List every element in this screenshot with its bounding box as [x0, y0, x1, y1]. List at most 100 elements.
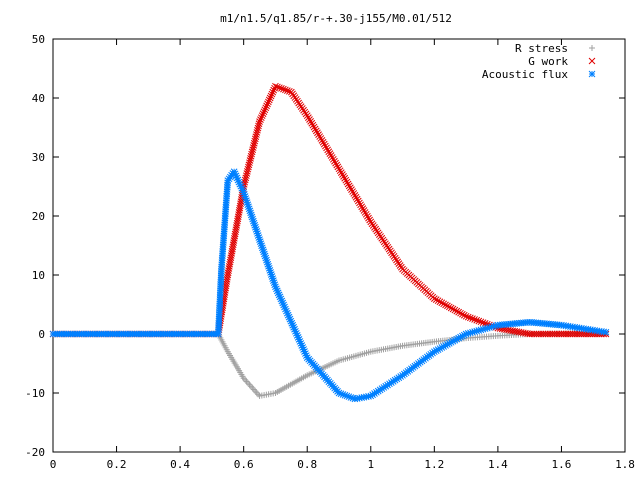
data-point — [442, 301, 449, 309]
y-tick-label: 0 — [38, 328, 45, 341]
data-point — [309, 121, 317, 129]
x-tick-label: 1.4 — [488, 458, 508, 471]
data-point — [322, 142, 329, 150]
data-point — [265, 98, 272, 106]
data-point — [464, 313, 472, 321]
legend-label: G work — [528, 55, 568, 68]
data-point — [312, 127, 320, 135]
data-point — [345, 182, 353, 190]
data-point — [244, 165, 252, 173]
x-axis: 0 0.2 0.4 0.6 0.8 1 1.2 1.4 1.6 1.8 — [50, 39, 635, 471]
data-point — [249, 144, 257, 151]
y-tick-label: -10 — [25, 387, 45, 400]
series-g-work — [49, 82, 610, 338]
data-point — [247, 155, 254, 162]
data-point — [344, 180, 352, 188]
y-tick-label: 50 — [32, 33, 45, 46]
data-point — [353, 195, 361, 203]
data-point — [354, 197, 362, 205]
data-point — [359, 205, 367, 212]
data-point — [257, 116, 264, 123]
data-point — [263, 102, 270, 110]
x-tick-label: 1.8 — [615, 458, 635, 471]
data-point — [323, 144, 330, 152]
data-point — [473, 316, 481, 324]
data-point — [244, 168, 251, 175]
data-point — [340, 173, 347, 180]
data-point — [341, 174, 349, 182]
data-point — [436, 298, 444, 306]
data-point — [276, 84, 283, 92]
data-point — [440, 300, 448, 308]
y-tick-label: 30 — [32, 151, 45, 164]
data-point — [331, 157, 338, 165]
data-point — [248, 148, 256, 156]
data-point — [320, 140, 328, 148]
data-point — [247, 152, 255, 160]
data-point — [460, 311, 468, 319]
data-point — [255, 120, 263, 128]
data-point — [316, 133, 324, 140]
series-r-stress — [50, 330, 609, 399]
data-point — [308, 119, 316, 127]
data-point — [447, 304, 455, 312]
legend-label: Acoustic flux — [482, 68, 568, 81]
data-point — [471, 316, 478, 323]
data-point — [469, 315, 476, 323]
data-point — [333, 161, 341, 169]
series-layer — [49, 82, 610, 403]
data-point — [453, 307, 461, 315]
legend-marker — [588, 70, 596, 78]
y-tick-label: 20 — [32, 210, 45, 223]
data-point — [266, 94, 274, 102]
data-point — [272, 82, 279, 90]
data-point — [337, 169, 345, 176]
x-tick-label: 1 — [367, 458, 374, 471]
data-point — [246, 157, 254, 164]
data-point — [305, 114, 312, 121]
data-point — [360, 207, 368, 214]
data-point — [251, 135, 259, 143]
series-acoustic-flux — [49, 168, 610, 403]
x-tick-label: 1.2 — [424, 458, 444, 471]
data-point — [315, 131, 322, 139]
data-point — [434, 297, 442, 305]
data-point — [444, 302, 451, 310]
plot-frame — [52, 38, 626, 453]
data-point — [317, 135, 325, 142]
data-point — [252, 133, 260, 141]
data-point — [356, 199, 363, 207]
data-point — [336, 167, 344, 175]
data-point — [451, 306, 459, 314]
data-point — [242, 174, 250, 182]
data-point — [246, 159, 253, 167]
legend-marker — [588, 57, 596, 65]
data-point — [245, 163, 252, 171]
chart-title: m1/n1.5/q1.85/r-+.30-j155/M0.01/512 — [220, 12, 452, 25]
data-point — [352, 193, 360, 201]
data-point — [250, 142, 258, 149]
data-point — [311, 125, 319, 133]
data-point — [449, 305, 457, 313]
data-point — [282, 86, 289, 94]
data-point — [455, 308, 462, 316]
y-tick-label: 10 — [32, 269, 45, 282]
data-point — [438, 299, 446, 307]
data-point — [346, 184, 354, 192]
data-point — [366, 216, 373, 224]
data-point — [267, 92, 275, 100]
data-point — [319, 138, 327, 146]
data-point — [358, 203, 366, 211]
data-point — [457, 309, 464, 317]
data-point — [303, 112, 311, 120]
data-point — [243, 170, 251, 177]
data-point — [432, 296, 440, 303]
data-point — [351, 191, 359, 199]
data-point — [326, 150, 334, 157]
data-point — [261, 106, 269, 114]
data-point — [253, 131, 260, 138]
y-tick-label: 40 — [32, 92, 45, 105]
data-point — [265, 96, 273, 104]
data-point — [466, 314, 474, 322]
